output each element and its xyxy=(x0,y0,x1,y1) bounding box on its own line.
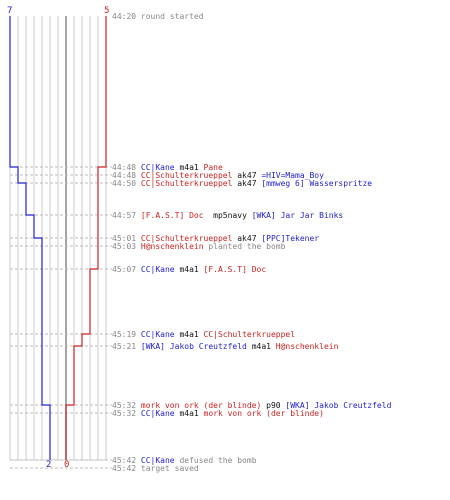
red-end-count: 0 xyxy=(64,460,69,470)
event-time: 45:21 xyxy=(112,342,141,351)
event-time: 45:32 xyxy=(112,409,141,418)
event-row: 45:03 H@nschenklein planted the bomb xyxy=(112,242,285,251)
event-row: 45:01 CC|Schulterkrueppel ak47 [PPC]Teke… xyxy=(112,234,319,243)
player-name: =HIV=Mama_Boy xyxy=(261,171,324,180)
weapon-name: ak47 xyxy=(232,234,262,243)
blue-end-count: 2 xyxy=(46,460,51,470)
event-time: 44:48 xyxy=(112,171,141,180)
event-row: 45:42 CC|Kane defused the bomb xyxy=(112,456,257,465)
player-name: CC|Schulterkrueppel xyxy=(140,179,233,188)
weapon-name: m4a1 xyxy=(246,342,276,351)
event-guides xyxy=(10,166,112,469)
event-time: 45:07 xyxy=(112,265,141,274)
player-name: CC|Kane xyxy=(140,409,175,418)
event-row: 44:48 CC|Schulterkrueppel ak47 =HIV=Mama… xyxy=(112,171,324,180)
player-name: CC|Kane xyxy=(140,330,175,339)
event-time: 44:50 xyxy=(112,179,141,188)
player-name: [F.A.S.T] Doc xyxy=(203,265,267,274)
event-time: 45:19 xyxy=(112,330,141,339)
event-time: 44:48 xyxy=(112,163,141,172)
player-name: Pane xyxy=(203,163,223,172)
player-name: CC|Kane xyxy=(140,456,175,465)
player-name: [PPC]Tekener xyxy=(261,234,320,243)
player-name: [WKA] Jakob Creutzfeld xyxy=(285,401,392,410)
event-time: 45:42 xyxy=(112,464,141,473)
event-time: 45:42 xyxy=(112,456,141,465)
event-text: target saved xyxy=(140,464,199,473)
event-text: planted the bomb xyxy=(203,242,286,251)
event-row: 45:42 target saved xyxy=(112,464,199,473)
weapon-name: mp5navy xyxy=(203,211,252,220)
player-name: CC|Schulterkrueppel xyxy=(140,234,233,243)
blue-team-alive-line xyxy=(9,16,51,460)
player-name: [F.A.S.T] Doc xyxy=(140,211,204,220)
player-name: H@nschenklein xyxy=(140,242,204,251)
event-row: 44:57 [F.A.S.T] Doc mp5navy [WKA] Jar Ja… xyxy=(112,211,343,220)
player-name: mork von ork (der blinde) xyxy=(203,409,324,418)
event-time: 45:32 xyxy=(112,401,141,410)
event-row: 45:07 CC|Kane m4a1 [F.A.S.T] Doc xyxy=(112,265,266,274)
weapon-name: p90 xyxy=(261,401,286,410)
weapon-name: ak47 xyxy=(232,171,262,180)
player-name: CC|Kane xyxy=(140,163,175,172)
weapon-name: m4a1 xyxy=(174,409,204,418)
event-text: defused the bomb xyxy=(174,456,257,465)
player-name: [mmweg 6] Wasserspritze xyxy=(261,179,373,188)
event-row: 45:32 CC|Kane m4a1 mork von ork (der bli… xyxy=(112,409,324,418)
event-time: 44:57 xyxy=(112,211,141,220)
red-team-alive-line xyxy=(65,16,107,460)
weapon-name: m4a1 xyxy=(174,265,204,274)
player-name: [WKA] Jakob Creutzfeld xyxy=(140,342,247,351)
player-name: CC|Kane xyxy=(140,265,175,274)
player-name: CC|Schulterkrueppel xyxy=(203,330,296,339)
event-row: 45:21 [WKA] Jakob Creutzfeld m4a1 H@nsch… xyxy=(112,342,338,351)
event-time: 44:20 xyxy=(112,12,141,21)
event-row: 44:48 CC|Kane m4a1 Pane xyxy=(112,163,223,172)
event-row: 45:32 mork von ork (der blinde) p90 [WKA… xyxy=(112,401,391,410)
event-row: 44:50 CC|Schulterkrueppel ak47 [mmweg 6]… xyxy=(112,179,372,188)
event-text: round started xyxy=(140,12,204,21)
blue-start-count: 7 xyxy=(7,6,12,16)
weapon-name: m4a1 xyxy=(174,163,204,172)
event-row: 45:19 CC|Kane m4a1 CC|Schulterkrueppel xyxy=(112,330,295,339)
weapon-name: m4a1 xyxy=(174,330,204,339)
player-name: mork von ork (der blinde) xyxy=(140,401,262,410)
player-name: CC|Schulterkrueppel xyxy=(140,171,233,180)
red-start-count: 5 xyxy=(104,6,109,16)
player-name: [WKA] Jar Jar Binks xyxy=(251,211,344,220)
event-row: 44:20 round started xyxy=(112,12,204,21)
event-time: 45:01 xyxy=(112,234,141,243)
weapon-name: ak47 xyxy=(232,179,262,188)
player-name: H@nschenklein xyxy=(275,342,339,351)
event-time: 45:03 xyxy=(112,242,141,251)
